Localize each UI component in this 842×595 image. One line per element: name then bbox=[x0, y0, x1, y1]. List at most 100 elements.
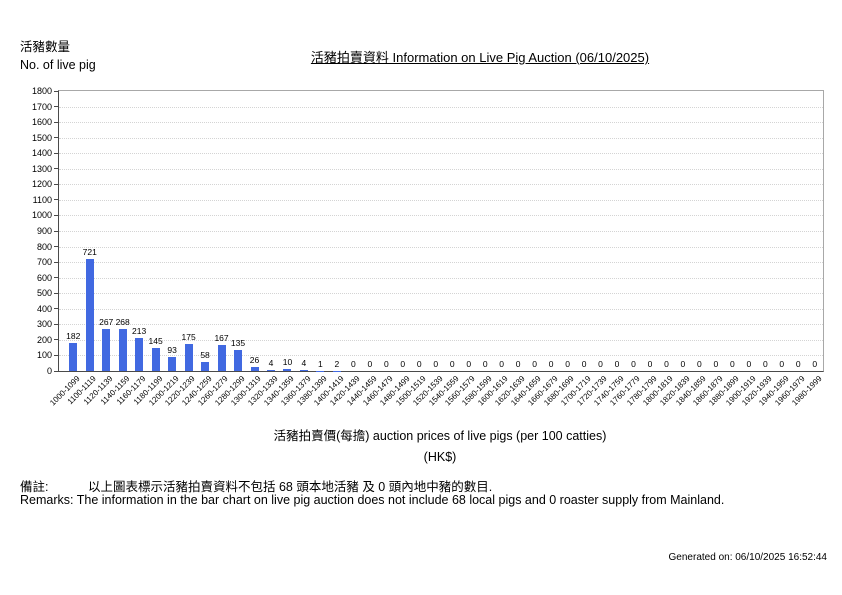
bar bbox=[151, 348, 160, 371]
y-tick-label: 700 bbox=[36, 257, 52, 268]
bar-value-label: 0 bbox=[565, 359, 570, 369]
y-axis-title-en: No. of live pig bbox=[20, 58, 96, 72]
bar bbox=[69, 342, 78, 371]
gridline bbox=[59, 231, 823, 232]
y-tick-label: 1100 bbox=[32, 194, 52, 205]
bar-value-label: 145 bbox=[148, 336, 163, 347]
bar-value-label: 267 bbox=[99, 317, 114, 328]
gridline bbox=[59, 355, 823, 357]
gridline bbox=[59, 339, 823, 341]
y-tick-mark bbox=[54, 90, 58, 92]
y-tick-mark bbox=[54, 214, 58, 216]
bar-value-label: 0 bbox=[400, 359, 406, 369]
gridline bbox=[59, 308, 823, 310]
bar-value-label: 1 bbox=[318, 358, 323, 369]
y-tick-label: 1500 bbox=[31, 132, 52, 143]
bar bbox=[283, 369, 292, 371]
gridline bbox=[59, 293, 823, 295]
y-tick-label: 600 bbox=[36, 272, 52, 283]
bar-value-label: 0 bbox=[449, 359, 455, 369]
bar-value-label: 182 bbox=[66, 330, 81, 341]
x-axis-unit: (HK$) bbox=[423, 450, 457, 464]
y-tick-mark bbox=[54, 308, 58, 310]
bar-value-label: 0 bbox=[350, 359, 356, 369]
bar-value-label: 0 bbox=[746, 359, 752, 369]
gridline bbox=[59, 215, 823, 217]
bar-value-label: 0 bbox=[598, 359, 603, 369]
gridline bbox=[59, 153, 823, 155]
remarks-zh: 備註: 以上圖表標示活豬拍賣資料不包括 68 頭本地活豬 及 0 頭內地中豬的數目… bbox=[20, 476, 492, 495]
y-tick-label: 1800 bbox=[31, 86, 52, 96]
bar-value-label: 0 bbox=[581, 359, 587, 369]
bar bbox=[250, 366, 259, 371]
bar bbox=[299, 370, 308, 371]
gridline bbox=[59, 168, 823, 170]
bar-value-label: 0 bbox=[433, 359, 439, 369]
bar-value-label: 93 bbox=[167, 344, 177, 355]
bar-value-label: 213 bbox=[132, 325, 147, 336]
bar-value-label: 26 bbox=[249, 354, 260, 365]
gridline bbox=[59, 277, 823, 279]
bar-value-label: 58 bbox=[200, 349, 210, 360]
bar-value-label: 0 bbox=[664, 359, 669, 369]
bar-value-label: 0 bbox=[779, 359, 785, 369]
y-tick-mark bbox=[54, 199, 58, 201]
bar-value-label: 268 bbox=[115, 317, 130, 328]
y-tick-mark bbox=[54, 137, 58, 139]
bar bbox=[201, 361, 210, 371]
bar-value-label: 0 bbox=[383, 359, 389, 369]
gridline bbox=[59, 122, 823, 124]
remarks-en: Remarks: The information in the bar char… bbox=[20, 493, 725, 507]
bar-value-label: 0 bbox=[532, 359, 537, 369]
remarks-zh-text: 以上圖表標示活豬拍賣資料不包括 68 頭本地活豬 及 0 頭內地中豬的數目. bbox=[88, 480, 493, 494]
y-tick-label: 800 bbox=[36, 241, 52, 252]
bar-value-label: 4 bbox=[268, 358, 274, 369]
y-axis-title: 活豬數量 No. of live pig bbox=[20, 38, 96, 74]
bar-value-label: 0 bbox=[812, 359, 818, 369]
bar-chart-plot: 0 100 200 300 400 500 600 700 800 900 1000 1100 1200… bbox=[32, 86, 824, 407]
y-tick-label: 200 bbox=[36, 334, 52, 345]
bar-value-label: 0 bbox=[762, 359, 768, 369]
y-tick-mark bbox=[54, 292, 58, 294]
y-tick-mark bbox=[54, 339, 58, 341]
y-tick-label: 300 bbox=[36, 319, 52, 330]
bar-value-label: 0 bbox=[416, 359, 422, 369]
x-axis-title: 活豬拍賣價(每擔) auction prices of live pigs (p… bbox=[273, 429, 607, 443]
bar bbox=[234, 350, 243, 371]
y-tick-mark bbox=[54, 261, 58, 263]
gridline bbox=[59, 184, 823, 186]
y-tick-mark bbox=[54, 106, 58, 108]
bar-value-label: 0 bbox=[631, 359, 636, 369]
gridline bbox=[59, 324, 823, 326]
bar-value-label: 0 bbox=[680, 359, 686, 369]
y-tick-label: 900 bbox=[36, 226, 52, 236]
bar-value-label: 0 bbox=[466, 359, 472, 369]
gridline bbox=[59, 262, 823, 264]
bar-value-label: 721 bbox=[82, 246, 97, 257]
bar-value-label: 0 bbox=[548, 359, 554, 369]
bar-value-label: 167 bbox=[214, 333, 229, 344]
remarks-zh-label: 備註: bbox=[20, 480, 49, 494]
y-tick-mark bbox=[54, 152, 58, 154]
y-tick-label: 0 bbox=[46, 366, 52, 376]
bar-value-label: 0 bbox=[482, 359, 488, 369]
y-tick-mark bbox=[54, 168, 58, 170]
y-tick-label: 1600 bbox=[31, 117, 52, 128]
bar bbox=[217, 345, 226, 371]
y-tick-mark bbox=[54, 354, 58, 356]
chart-title: 活豬拍賣資料 Information on Live Pig Auction (… bbox=[310, 50, 650, 65]
y-tick-label: 1200 bbox=[31, 179, 52, 190]
bar-value-label: 0 bbox=[614, 359, 620, 369]
bar-value-label: 2 bbox=[334, 358, 340, 369]
bar bbox=[266, 370, 275, 371]
bar bbox=[135, 337, 144, 371]
bar-value-label: 175 bbox=[181, 331, 196, 342]
bar-value-label: 135 bbox=[230, 338, 246, 348]
bar bbox=[168, 356, 177, 371]
bar bbox=[184, 343, 193, 371]
generated-timestamp: Generated on: 06/10/2025 16:52:44 bbox=[668, 552, 827, 563]
gridline bbox=[59, 137, 823, 139]
bar-value-label: 0 bbox=[713, 359, 719, 369]
bar-value-label: 0 bbox=[515, 359, 521, 369]
bar bbox=[102, 329, 111, 371]
